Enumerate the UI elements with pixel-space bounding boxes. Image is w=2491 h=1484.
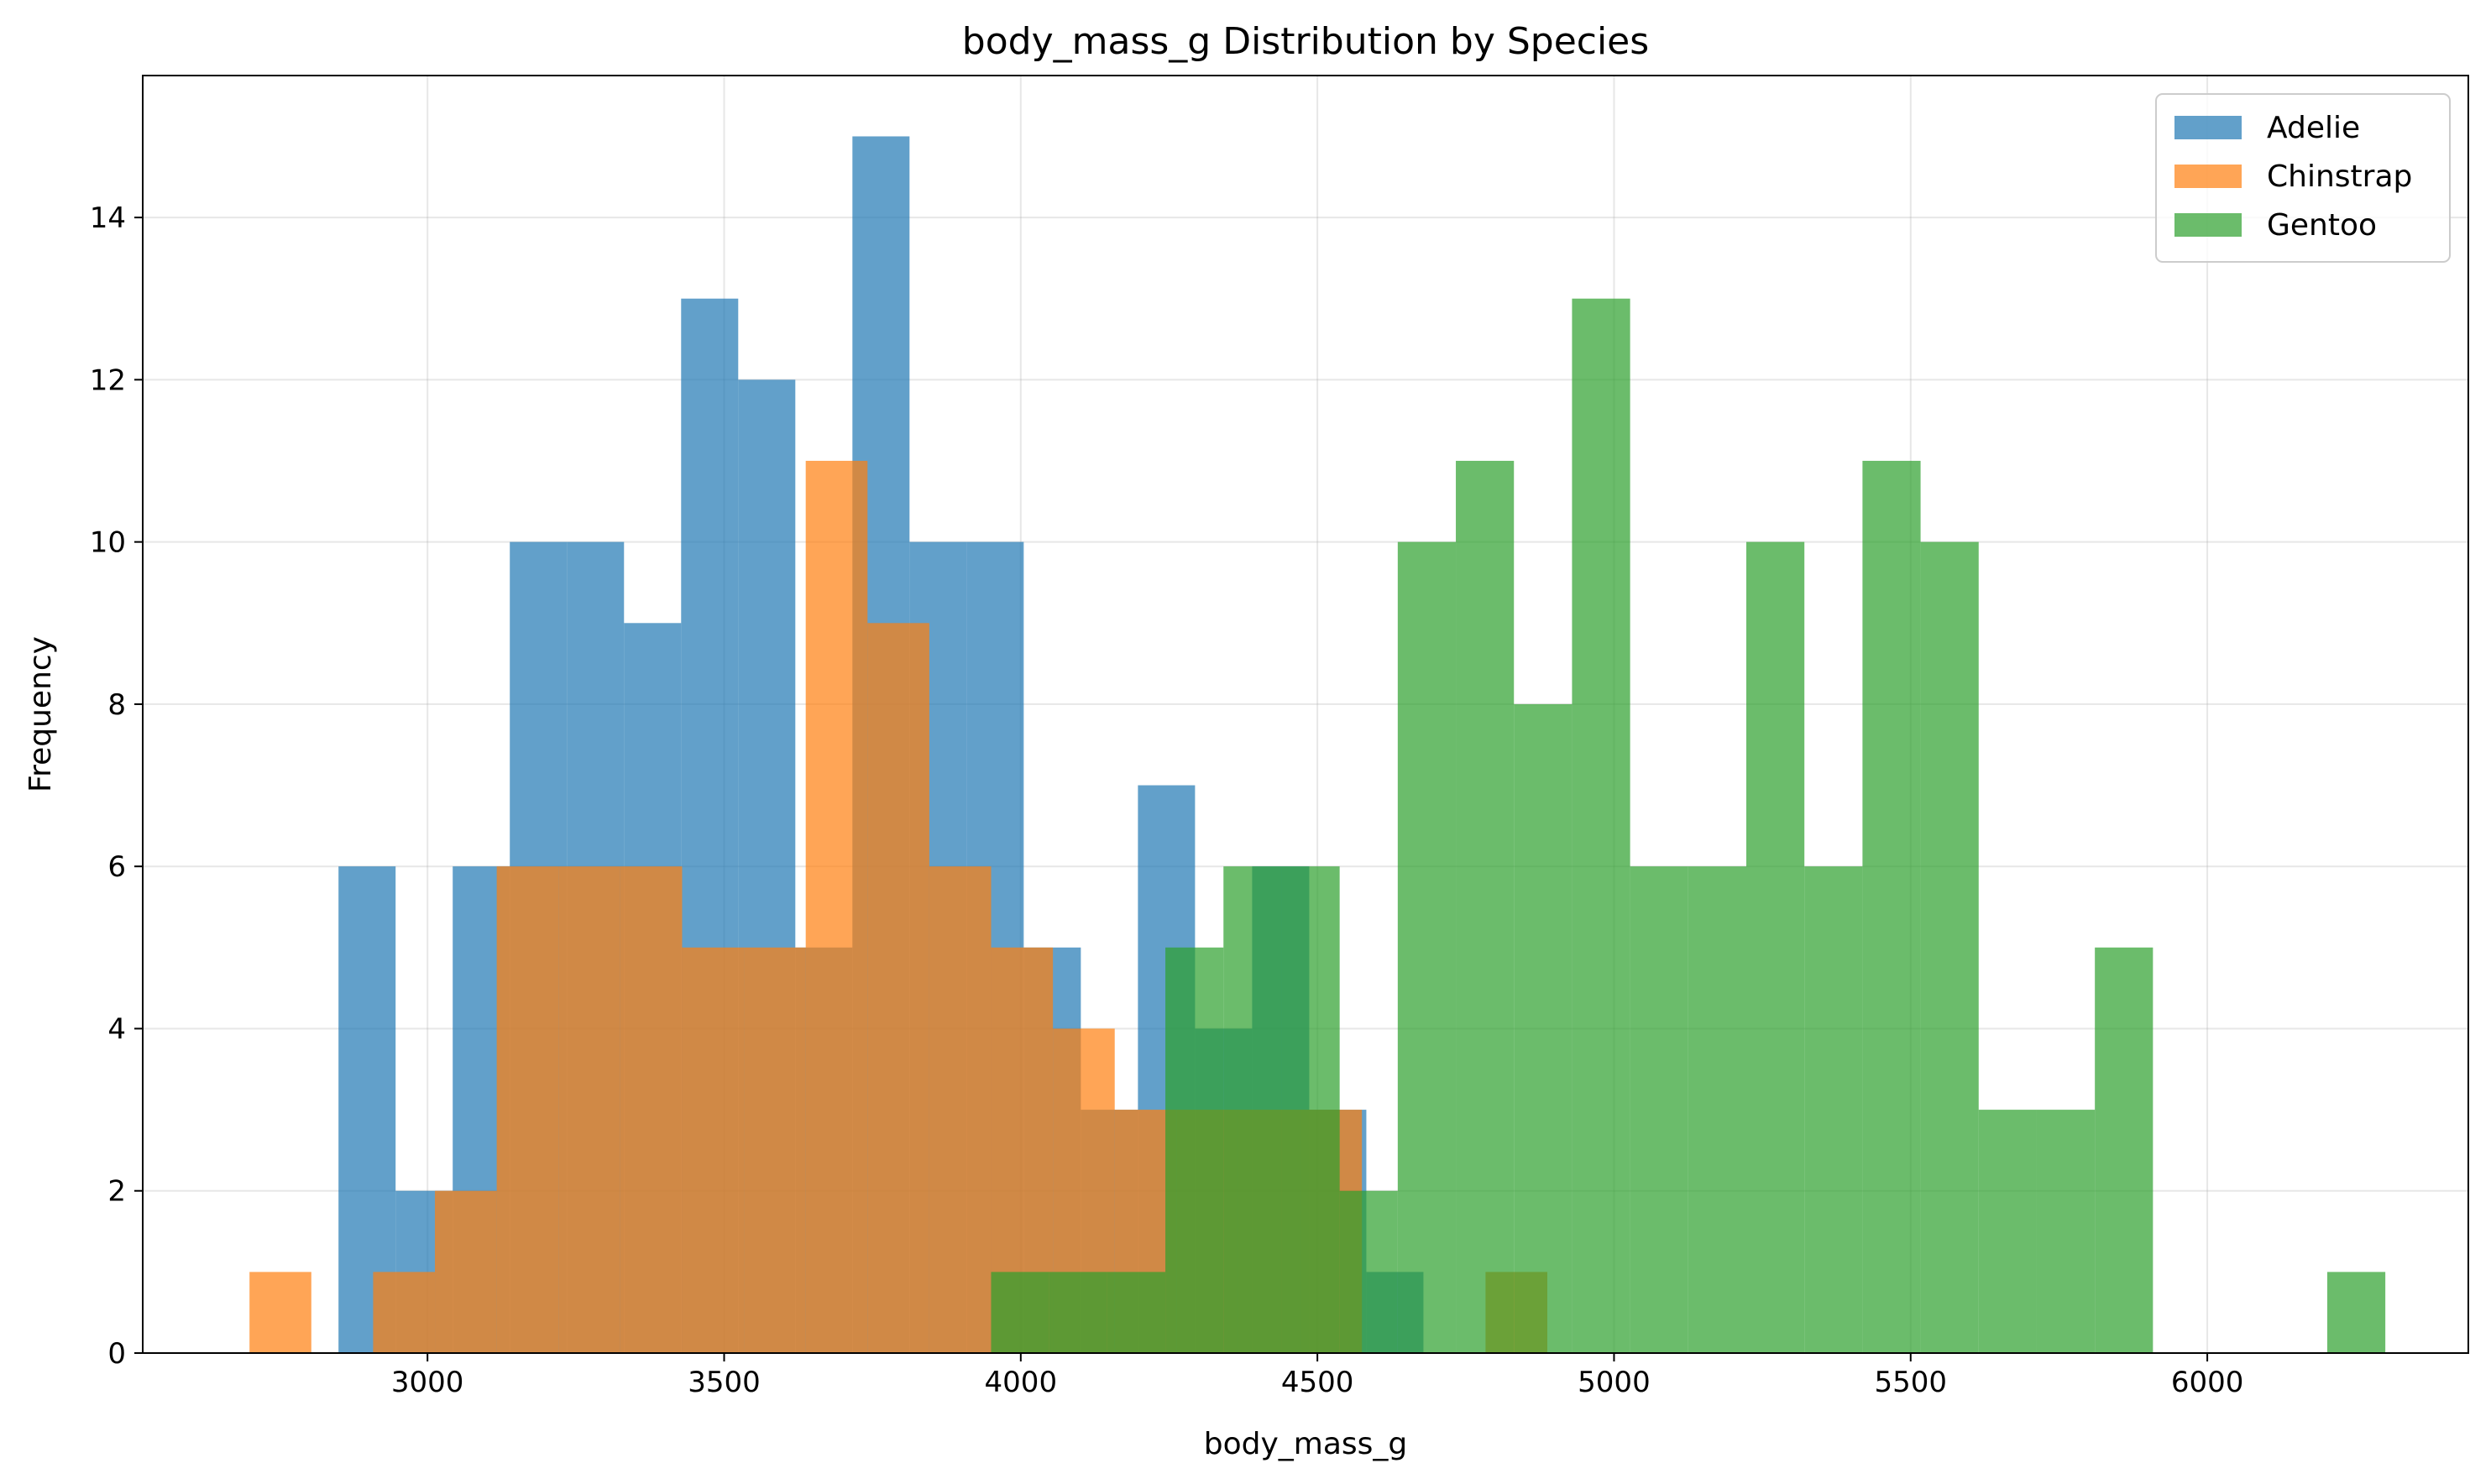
chinstrap-bar [744,947,806,1353]
x-tick-label: 5500 [1874,1366,1947,1399]
gentoo-bar [1165,947,1224,1353]
gentoo-bar [991,1272,1049,1353]
x-axis-label: body_mass_g [1204,1427,1408,1461]
y-tick-label: 12 [90,363,126,397]
gentoo-bar [1745,541,1805,1353]
gentoo-bar [1223,866,1282,1353]
gentoo-bar [1049,1272,1107,1353]
gentoo-bar [1397,541,1457,1353]
gentoo-bar [1514,703,1573,1353]
legend-label-gentoo: Gentoo [2267,208,2377,243]
gentoo-bar [2095,947,2153,1353]
chinstrap-bar [435,1190,497,1353]
gentoo-bar [1572,298,1630,1353]
chart-title: body_mass_g Distribution by Species [962,20,1649,63]
chinstrap-bar [558,866,620,1353]
gentoo-bar [1456,461,1515,1353]
y-tick-label: 2 [107,1175,126,1209]
gentoo-bar [1920,541,1979,1353]
legend-swatch-adelie [2174,116,2242,139]
x-tick-label: 6000 [2171,1366,2244,1399]
y-tick-label: 0 [107,1337,126,1371]
y-axis-label: Frequency [24,636,58,792]
legend-swatch-gentoo [2174,213,2242,237]
y-tick-label: 10 [90,526,126,560]
gentoo-bar [1630,866,1688,1353]
gentoo-bar [2326,1272,2386,1353]
chinstrap-bar [867,623,929,1353]
gentoo-bar [1804,866,1863,1353]
legend-label-adelie: Adelie [2267,111,2360,145]
legend-swatch-chinstrap [2174,165,2242,188]
x-tick-label: 4500 [1281,1366,1354,1399]
y-tick-label: 4 [107,1012,126,1046]
x-tick-label: 4000 [985,1366,1058,1399]
legend: Adelie Chinstrap Gentoo [2155,93,2451,263]
gentoo-bar [1862,461,1921,1353]
legend-label-chinstrap: Chinstrap [2267,159,2412,194]
gentoo-bar [1339,1190,1398,1353]
axis-ticks: 3000 3500 4000 4500 5000 5500 6000 0 2 4 6 8 10 12 14 [90,201,2244,1399]
y-tick-label: 6 [107,850,126,884]
chinstrap-bar [929,866,992,1353]
x-tick-label: 3000 [391,1366,464,1399]
chinstrap-bar [373,1272,436,1353]
x-tick-label: 5000 [1578,1366,1651,1399]
y-tick-label: 8 [107,688,126,722]
gentoo-bar [1688,866,1746,1353]
chinstrap-bar [682,947,745,1353]
chinstrap-bar [620,866,683,1353]
gentoo-bar [1107,1272,1166,1353]
x-tick-label: 3500 [688,1366,761,1399]
gentoo-bar [2036,1110,2096,1353]
y-tick-label: 14 [90,201,126,235]
gentoo-bar [1978,1110,2037,1353]
plot-frame [142,75,2469,1354]
chinstrap-bar [496,866,559,1353]
gentoo-bar [1281,866,1340,1353]
chinstrap-bar [805,461,868,1353]
histogram-bars [249,136,2386,1353]
chinstrap-bar [249,1272,311,1353]
